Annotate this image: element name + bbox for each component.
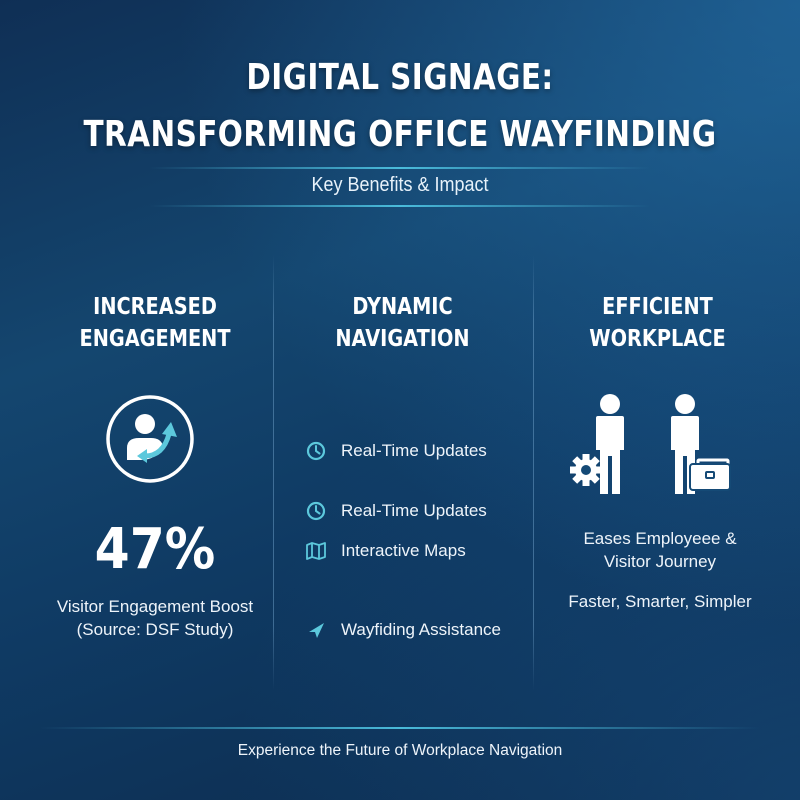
- engagement-heading-line1: INCREASED: [93, 294, 217, 320]
- nav-item-real-time-updates-2: Real-Time Updates: [305, 499, 487, 523]
- subtitle-top-rule: [150, 167, 650, 169]
- workplace-tagline: Faster, Smarter, Simpler: [568, 592, 752, 611]
- title-line-2: TRANSFORMING OFFICE WAYFINDING: [83, 114, 717, 155]
- nav-item-real-time-updates-1: Real-Time Updates: [305, 439, 487, 463]
- subtitle: Key Benefits & Impact: [311, 174, 489, 196]
- clock-icon: [305, 500, 327, 522]
- map-icon: [305, 540, 327, 562]
- nav-item-label: Wayfiding Assistance: [341, 620, 501, 639]
- workplace-heading: EFFICIENT WORKPLACE: [555, 291, 761, 355]
- engagement-heading-line2: ENGAGEMENT: [79, 326, 231, 352]
- navigation-heading-line2: NAVIGATION: [335, 326, 470, 352]
- user-engagement-icon: [105, 394, 195, 484]
- engagement-heading: INCREASED ENGAGEMENT: [42, 291, 269, 355]
- navigation-heading-line1: DYNAMIC: [352, 294, 453, 320]
- workplace-text-line2: Visitor Journey: [603, 552, 717, 571]
- nav-item-label: Interactive Maps: [341, 541, 466, 560]
- engagement-stat-value: 47%: [94, 517, 216, 582]
- engagement-stat-label: Visitor Engagement Boost: [56, 597, 254, 616]
- compass-icon: [305, 619, 327, 641]
- nav-item-label: Real-Time Updates: [341, 441, 487, 460]
- title-line-1: DIGITAL SIGNAGE:: [246, 57, 554, 98]
- clock-icon: [305, 440, 327, 462]
- workplace-heading-line1: EFFICIENT: [602, 294, 713, 320]
- workplace-text-line1: Eases Employeee &: [583, 529, 737, 548]
- engagement-stat-source: (Source: DSF Study): [76, 620, 234, 639]
- person-gear-icon: [568, 390, 638, 495]
- subtitle-bottom-rule: [150, 205, 650, 207]
- footer-rule: [40, 727, 760, 729]
- navigation-heading: DYNAMIC NAVIGATION: [295, 291, 509, 355]
- nav-item-wayfinding-assistance: Wayfiding Assistance: [305, 618, 501, 642]
- nav-item-interactive-maps: Interactive Maps: [305, 539, 466, 563]
- column-divider-left: [273, 255, 274, 690]
- footer-text: Experience the Future of Workplace Navig…: [237, 742, 563, 759]
- person-briefcase-icon: [660, 390, 735, 495]
- column-divider-right: [533, 255, 534, 690]
- workplace-heading-line2: WORKPLACE: [589, 326, 726, 352]
- nav-item-label: Real-Time Updates: [341, 501, 487, 520]
